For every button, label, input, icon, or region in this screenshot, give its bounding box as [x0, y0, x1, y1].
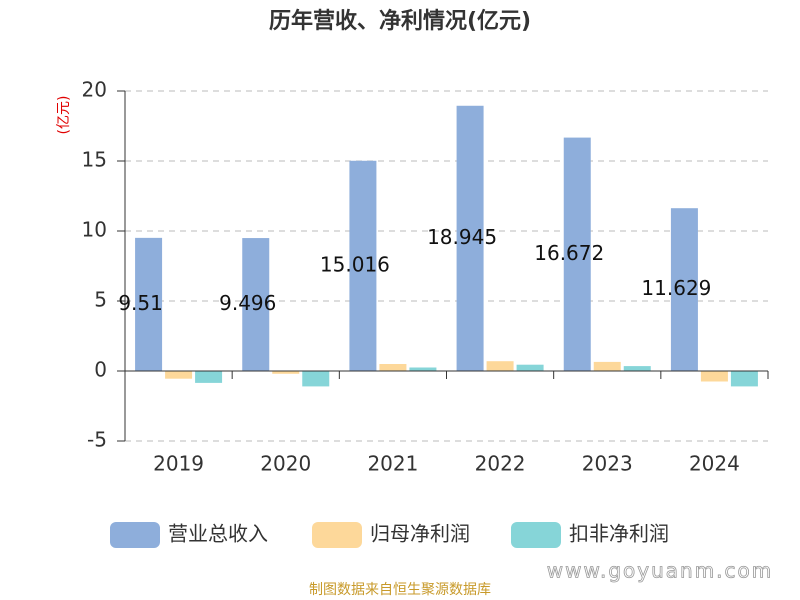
bar — [593, 361, 621, 371]
bar — [563, 137, 591, 371]
x-tick-label: 2019 — [153, 452, 204, 476]
bar — [165, 371, 193, 379]
y-tick-label: -5 — [87, 428, 107, 452]
y-tick-label: 0 — [94, 358, 107, 382]
data-label: 11.629 — [641, 276, 711, 300]
watermark: www.goyuanm.com — [547, 559, 774, 583]
legend-swatch — [312, 522, 362, 548]
y-tick-label: 15 — [82, 148, 107, 172]
data-label: 16.672 — [534, 241, 604, 265]
bar — [456, 105, 484, 372]
bar — [700, 371, 728, 382]
bar — [349, 160, 377, 371]
bar — [409, 367, 437, 371]
data-label: 9.51 — [118, 291, 163, 315]
legend-swatch — [511, 522, 561, 548]
chart-title: 历年营收、净利情况(亿元) — [269, 8, 531, 34]
bar — [379, 364, 407, 371]
y-tick-label: 20 — [82, 78, 107, 102]
y-tick-label: 5 — [94, 288, 107, 312]
source-note: 制图数据来自恒生聚源数据库 — [309, 582, 491, 598]
bar — [242, 238, 270, 371]
x-tick-label: 2021 — [367, 452, 418, 476]
bar — [623, 366, 651, 371]
bar — [486, 361, 514, 371]
bar — [730, 371, 758, 387]
data-label: 15.016 — [320, 252, 390, 276]
legend-swatch — [110, 522, 160, 548]
bar — [272, 371, 300, 374]
bar — [302, 371, 330, 387]
legend-label: 扣非净利润 — [569, 522, 669, 546]
legend-label: 营业总收入 — [168, 522, 268, 546]
x-tick-label: 2020 — [260, 452, 311, 476]
data-label: 9.496 — [219, 291, 276, 315]
data-label: 18.945 — [427, 225, 497, 249]
y-tick-label: 10 — [82, 218, 107, 242]
x-tick-label: 2023 — [582, 452, 633, 476]
x-tick-label: 2024 — [689, 452, 740, 476]
bar — [516, 364, 544, 371]
legend-label: 归母净利润 — [370, 522, 470, 546]
bar — [135, 237, 163, 371]
bar — [670, 208, 698, 371]
bar — [195, 371, 223, 383]
x-tick-label: 2022 — [475, 452, 526, 476]
y-axis-label: (亿元) — [56, 96, 72, 135]
